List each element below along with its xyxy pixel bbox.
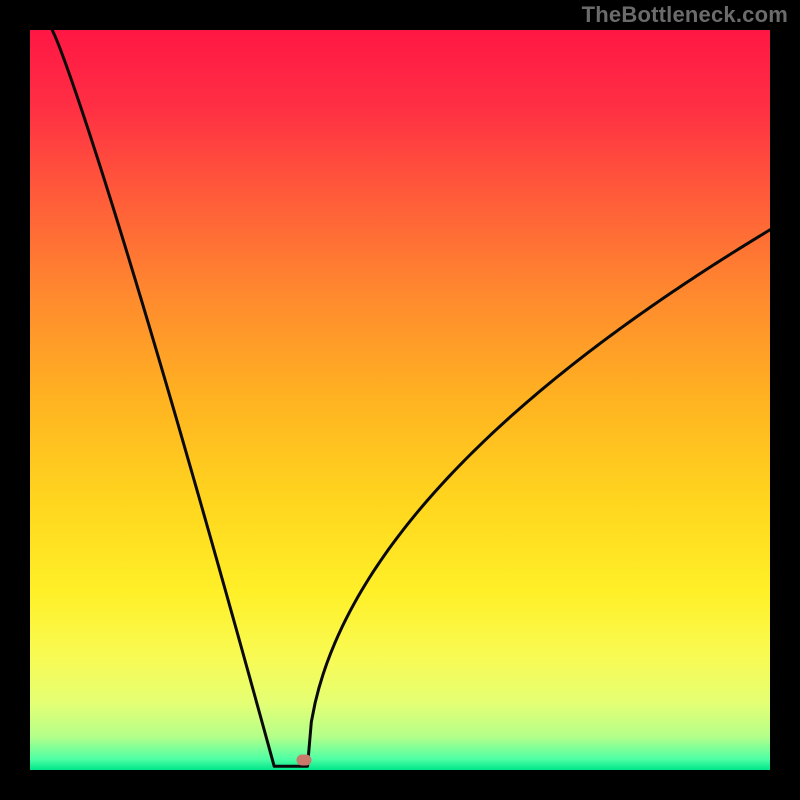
optimum-marker [296, 754, 311, 765]
watermark-text: TheBottleneck.com [582, 2, 788, 28]
chart-frame: TheBottleneck.com [0, 0, 800, 800]
curve-svg [30, 30, 770, 770]
bottleneck-curve [52, 30, 770, 766]
plot-area [30, 30, 770, 770]
